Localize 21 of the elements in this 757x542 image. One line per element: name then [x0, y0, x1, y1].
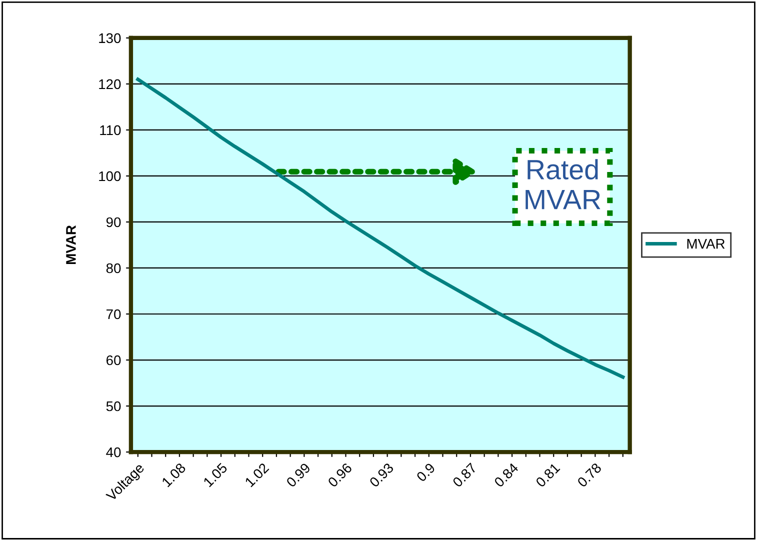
y-tick-label: 60 — [106, 355, 121, 366]
y-tick-label: 40 — [106, 447, 121, 458]
legend-label: MVAR — [687, 239, 725, 249]
x-tick-label: 0.81 — [535, 462, 560, 488]
y-tick-label: 110 — [100, 125, 121, 136]
x-tick-label: 0.9 — [416, 462, 436, 482]
line-series — [136, 78, 625, 379]
x-tick-label: 0.99 — [286, 462, 311, 488]
x-tick-label: 0.78 — [576, 462, 602, 488]
y-tick-label: 50 — [106, 401, 121, 412]
y-tick-label: 130 — [99, 33, 121, 44]
y-tick-label: 80 — [106, 263, 121, 274]
y-tick-label: 70 — [106, 309, 121, 320]
y-tick-label: 100 — [99, 171, 121, 182]
x-tick-label: 0.96 — [327, 462, 353, 488]
y-tick-label: 120 — [99, 79, 121, 90]
x-tick-label: 0.84 — [494, 462, 519, 488]
x-tick-label: 0.93 — [368, 462, 394, 488]
annotation: Rated MVAR — [526, 159, 600, 210]
y-axis-title: MVAR — [66, 225, 76, 264]
y-tick-label: 90 — [106, 217, 121, 228]
